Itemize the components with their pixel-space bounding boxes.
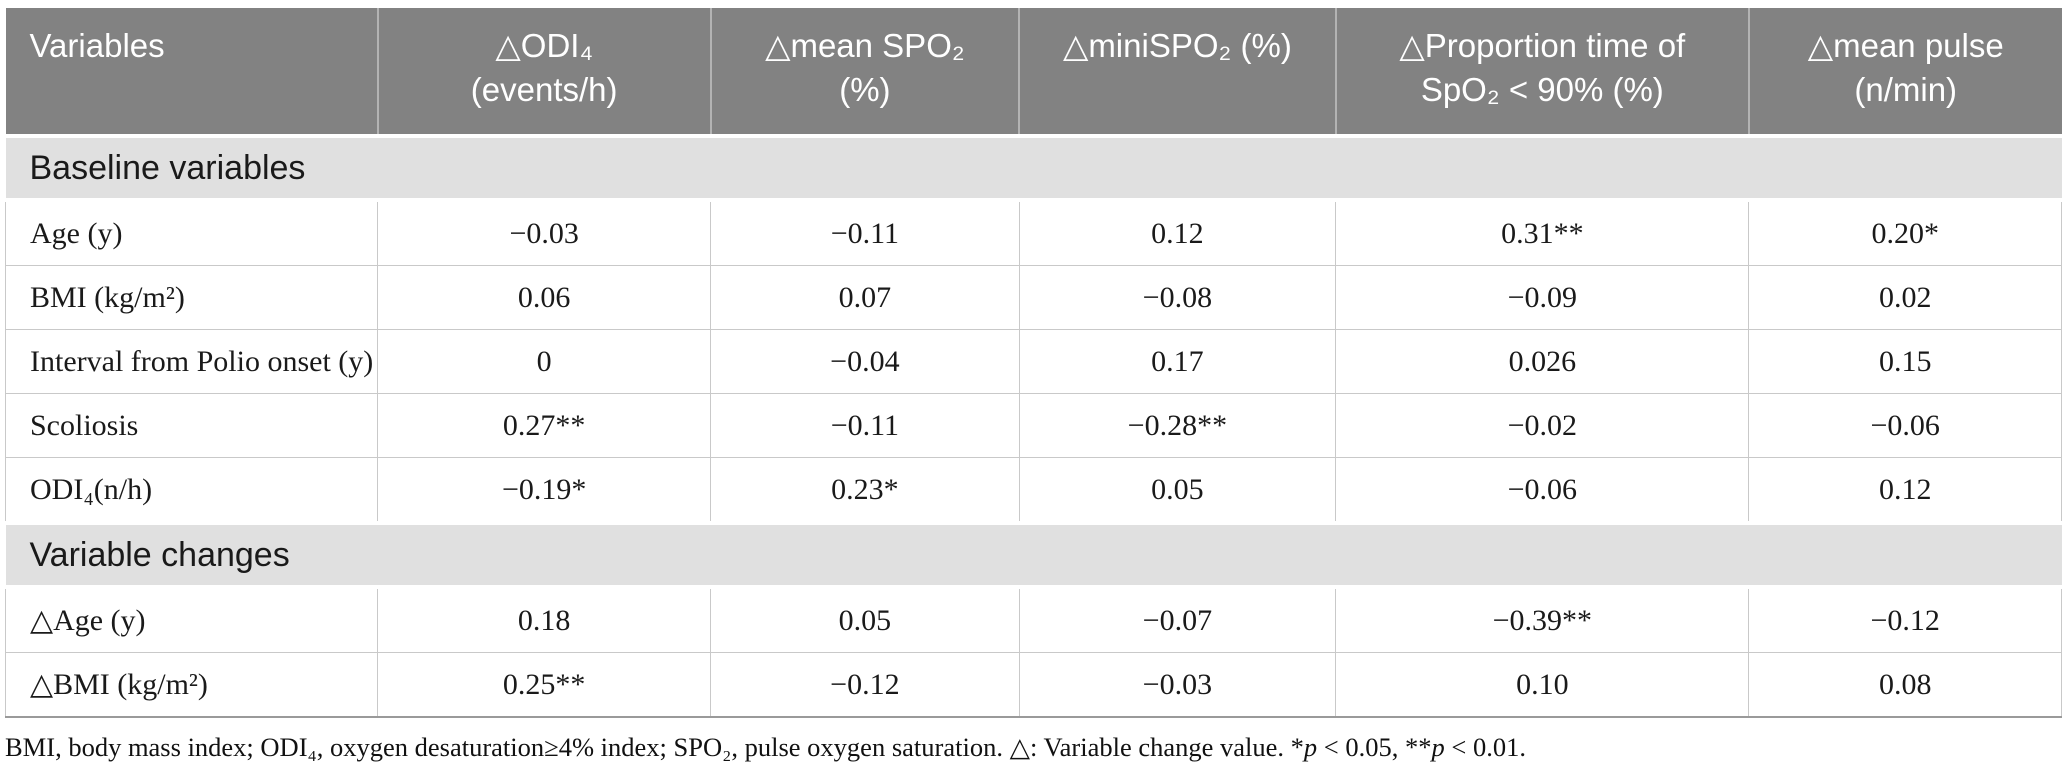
cell-value: 0.08 (1748, 652, 2062, 718)
cell-value: −0.02 (1335, 393, 1750, 458)
column-header-odi4: △ODI₄ (events/h) (377, 8, 712, 136)
cell-value: 0.18 (377, 586, 712, 653)
footnote-p-italic: p (1431, 732, 1445, 762)
cell-value: −0.07 (1018, 586, 1337, 653)
section-title: Variable changes (5, 521, 2062, 589)
table-row-scoliosis: Scoliosis 0.27** −0.11 −0.28** −0.02 −0.… (4, 393, 2062, 458)
footnote-text: BMI, body mass index; ODI₄, oxygen desat… (5, 732, 1304, 762)
row-label: △BMI (kg/m²) (4, 652, 379, 718)
cell-value: −0.19* (377, 457, 712, 524)
cell-value: −0.06 (1335, 457, 1750, 524)
cell-value: −0.11 (710, 393, 1020, 458)
cell-value: −0.12 (710, 652, 1020, 718)
cell-value: 0.026 (1335, 329, 1750, 394)
cell-value: −0.39** (1335, 586, 1750, 653)
table-row-age: Age (y) −0.03 −0.11 0.12 0.31** 0.20* (4, 199, 2062, 266)
column-header-variables: Variables (5, 8, 379, 136)
cell-value: 0.12 (1018, 199, 1337, 266)
cell-value: −0.12 (1748, 586, 2062, 653)
cell-value: −0.03 (1018, 652, 1337, 718)
cell-value: −0.04 (710, 329, 1020, 394)
cell-value: 0.15 (1748, 329, 2062, 394)
row-label: ODI₄(n/h) (4, 457, 379, 524)
cell-value: 0 (377, 329, 712, 394)
cell-value: 0.23* (710, 457, 1020, 524)
cell-value: 0.06 (377, 265, 712, 330)
cell-value: −0.03 (377, 199, 712, 266)
row-label: △Age (y) (4, 586, 379, 653)
cell-value: −0.11 (710, 199, 1020, 266)
section-row-variable-changes: Variable changes (5, 521, 2062, 589)
footnote-text: < 0.01. (1444, 732, 1526, 762)
table-row-bmi: BMI (kg/m²) 0.06 0.07 −0.08 −0.09 0.02 (4, 265, 2062, 330)
row-label: BMI (kg/m²) (4, 265, 379, 330)
cell-value: 0.20* (1748, 199, 2062, 266)
cell-value: 0.27** (377, 393, 712, 458)
section-row-baseline: Baseline variables (5, 134, 2062, 202)
cell-value: 0.02 (1748, 265, 2062, 330)
cell-value: 0.05 (710, 586, 1020, 653)
row-label: Scoliosis (4, 393, 379, 458)
row-label: Age (y) (4, 199, 379, 266)
table-row-delta-age: △Age (y) 0.18 0.05 −0.07 −0.39** −0.12 (4, 586, 2062, 653)
footnote-text: < 0.05, ** (1317, 732, 1432, 762)
cell-value: 0.31** (1335, 199, 1750, 266)
table-header: Variables △ODI₄ (events/h) △mean SPO₂ (%… (5, 8, 2062, 136)
table-row-interval-polio-onset: Interval from Polio onset (y) 0 −0.04 0.… (4, 329, 2062, 394)
correlation-table: Variables △ODI₄ (events/h) △mean SPO₂ (%… (4, 8, 2062, 718)
cell-value: −0.09 (1335, 265, 1750, 330)
table-row-odi4: ODI₄(n/h) −0.19* 0.23* 0.05 −0.06 0.12 (4, 457, 2062, 524)
cell-value: −0.06 (1748, 393, 2062, 458)
cell-value: 0.25** (377, 652, 712, 718)
table-footnote: BMI, body mass index; ODI₄, oxygen desat… (5, 732, 2062, 763)
page: Variables △ODI₄ (events/h) △mean SPO₂ (%… (4, 8, 2062, 762)
row-label: Interval from Polio onset (y) (4, 329, 379, 394)
table-body: Baseline variables Age (y) −0.03 −0.11 0… (4, 134, 2062, 718)
cell-value: 0.17 (1018, 329, 1337, 394)
cell-value: 0.05 (1018, 457, 1337, 524)
cell-value: 0.12 (1748, 457, 2062, 524)
column-header-proportion-time: △Proportion time of SpO₂ < 90% (%) (1335, 8, 1750, 136)
footnote-p-italic: p (1303, 732, 1318, 762)
column-header-mean-spo2: △mean SPO₂ (%) (710, 8, 1021, 136)
cell-value: −0.08 (1018, 265, 1337, 330)
section-title: Baseline variables (5, 134, 2062, 202)
header-row: Variables △ODI₄ (events/h) △mean SPO₂ (%… (5, 8, 2062, 136)
cell-value: 0.10 (1335, 652, 1750, 718)
column-header-mean-pulse: △mean pulse (n/min) (1748, 8, 2062, 136)
table-row-delta-bmi: △BMI (kg/m²) 0.25** −0.12 −0.03 0.10 0.0… (4, 652, 2062, 718)
column-header-minispo2: △miniSPO₂ (%) (1019, 8, 1337, 136)
cell-value: 0.07 (710, 265, 1020, 330)
cell-value: −0.28** (1018, 393, 1337, 458)
